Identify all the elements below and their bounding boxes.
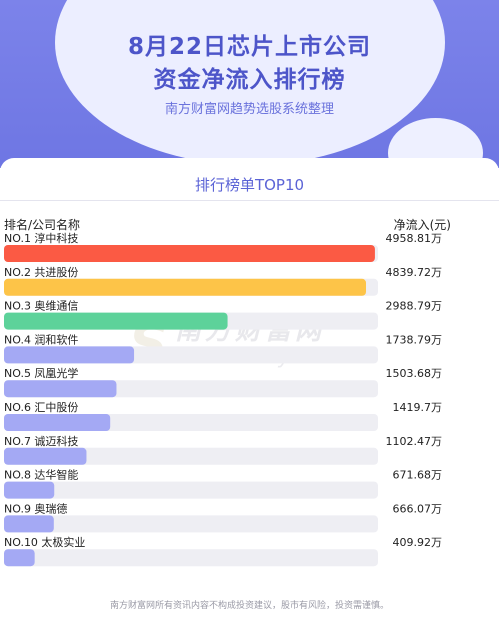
value-label: 4958.81万 [386,232,443,245]
panel-divider [0,200,499,201]
bar [4,245,375,262]
value-label: 1738.79万 [386,333,443,346]
category-label: NO.6 汇中股份 [4,401,78,414]
column-header-company: 排名/公司名称 [4,218,81,232]
bar [4,380,117,398]
value-label: 2988.79万 [386,300,443,313]
bar-track [4,481,378,499]
panel-title: 排行榜单TOP10 [194,176,305,194]
category-label: NO.3 奥维通信 [4,299,78,313]
category-label: NO.1 淳中科技 [4,231,78,245]
category-label: NO.9 奥瑞德 [4,501,67,515]
value-label: 1503.68万 [386,367,443,380]
bar [4,481,55,499]
bar [4,447,87,465]
category-label: NO.4 润和软件 [4,332,78,346]
bar-track [4,549,378,567]
header-banner: 8月22日芯片上市公司 资金净流入排行榜 南方财富网趋势选股系统整理 [0,0,499,168]
category-label: NO.10 太极实业 [4,535,85,549]
bar-track [4,515,378,533]
bar [4,414,111,431]
bar [4,346,135,364]
value-label: 409.92万 [393,536,443,549]
bar-track [4,447,378,465]
page-subtitle: 南方财富网趋势选股系统整理 [164,102,334,117]
bar [4,278,367,296]
category-label: NO.7 诚迈科技 [4,434,78,448]
value-label: 671.68万 [393,469,443,482]
page-title-line1: 8月22日芯片上市公司 [127,34,371,60]
category-label: NO.2 共进股份 [4,266,78,279]
column-header-inflow: 净流入(元) [393,218,451,232]
disclaimer-footer: 南方财富网所有资讯内容不构成投资建议，股市有风险，投资需谨慎。 [109,601,389,611]
category-label: NO.8 达华智能 [4,468,78,482]
bar [4,549,35,567]
category-label: NO.5 凤凰光学 [4,366,78,380]
value-label: 4839.72万 [386,266,443,279]
value-label: 1102.47万 [386,435,443,448]
value-label: 1419.7万 [393,401,443,414]
value-label: 666.07万 [393,502,443,515]
page-title-line2: 资金净流入排行榜 [153,67,346,93]
bar [4,312,228,330]
bar [4,515,54,533]
